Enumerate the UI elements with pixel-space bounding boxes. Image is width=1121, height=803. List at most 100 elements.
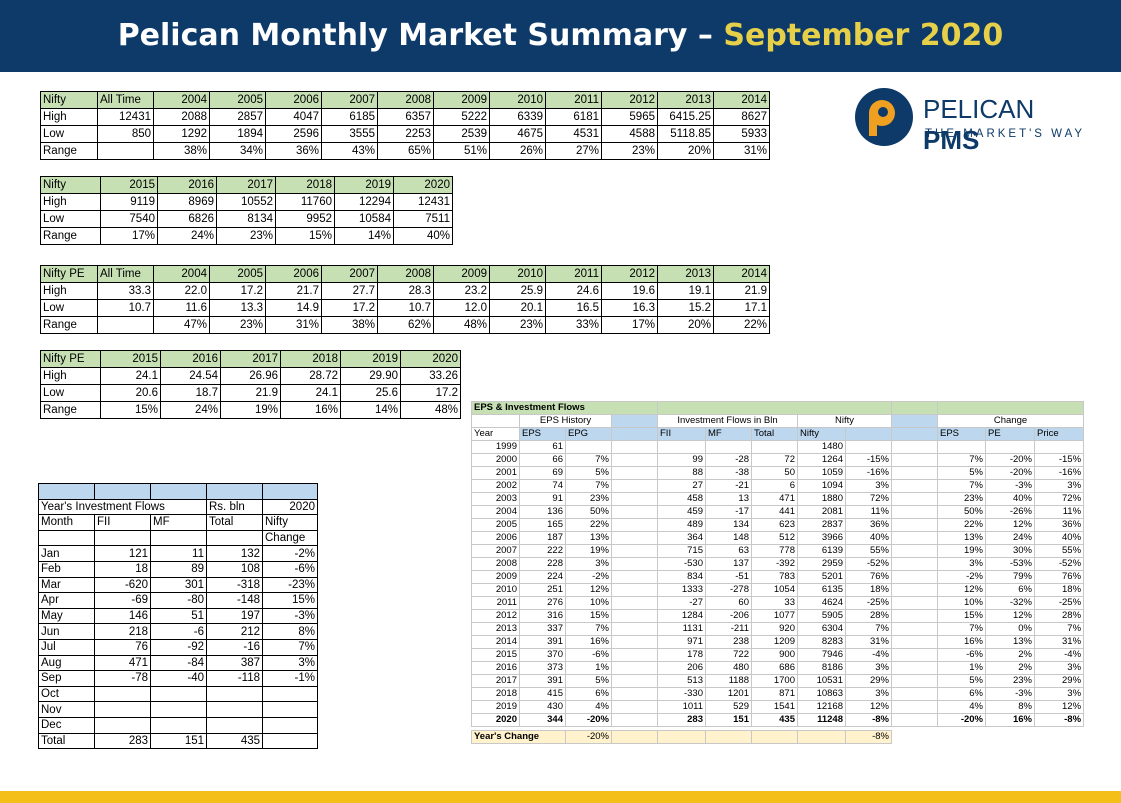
flows-cell: -92 <box>150 638 207 656</box>
eps-cell: 60 <box>705 596 752 610</box>
pe1-cell: 10.7 <box>97 299 154 317</box>
nifty2-cell: 6826 <box>157 210 217 228</box>
eps-group-row: EPS History Investment Flows in Bln Nift… <box>471 414 1085 428</box>
eps-cell: 920 <box>751 622 798 636</box>
nifty1-cell: 38% <box>153 142 210 160</box>
pe2-cell: 24.1 <box>100 367 161 385</box>
eps-cell: 2018 <box>471 687 520 701</box>
flows-row-jan: Jan 121 11 132 -2% <box>38 545 318 562</box>
eps-cell: 28% <box>845 609 892 623</box>
eps-header-row: Year EPS EPG FII MF Total Nifty EPS PE Price <box>471 427 1085 441</box>
eps-cell <box>891 505 938 519</box>
nifty2-cell: Low <box>40 210 101 228</box>
eps-investment-flows-table: EPS & Investment Flows EPS History Inves… <box>471 401 1085 744</box>
eps-cell: 276 <box>519 596 566 610</box>
eps-cell: -27 <box>657 596 706 610</box>
eps-cell <box>611 531 658 545</box>
eps-cell <box>611 518 658 532</box>
eps-cell: 1131 <box>657 622 706 636</box>
flows-row-feb: Feb 18 89 108 -6% <box>38 560 318 578</box>
flows-cell: 121 <box>94 545 151 562</box>
nifty1-cell: 5222 <box>433 108 490 126</box>
eps-cell <box>611 622 658 636</box>
flows-cell <box>94 685 151 703</box>
pe2-header-2: 2016 <box>160 350 221 368</box>
eps-cell: 686 <box>751 661 798 675</box>
nifty1-header-1: All Time <box>97 91 154 109</box>
eps-cell: 2020 <box>471 713 520 727</box>
pe1-cell: 48% <box>433 316 490 334</box>
flows-cell: 89 <box>150 560 207 578</box>
eps-row-2010: 2010 251 12% 1333 -278 1054 6135 18% 12% 6% 18% <box>471 583 1085 597</box>
eps-cell: 28% <box>1033 609 1085 623</box>
nifty2-header-5: 2019 <box>334 176 394 194</box>
eps-header-0: Year <box>471 427 520 441</box>
flows-row-oct: Oct <box>38 685 318 703</box>
eps-cell: 6% <box>985 583 1035 597</box>
eps-cell: 13 <box>705 492 752 506</box>
eps-cell: 72 <box>751 453 798 467</box>
pe2-cell: 48% <box>400 401 461 419</box>
pe2-cell: 16% <box>280 401 341 419</box>
flows-cell: Dec <box>38 716 95 734</box>
pe1-cell: 19.1 <box>657 282 714 300</box>
eps-cell: -25% <box>845 596 892 610</box>
eps-flows-group: Investment Flows in Bln <box>657 414 798 428</box>
flows-cell: 3% <box>262 654 318 672</box>
eps-cell: 187 <box>519 531 566 545</box>
eps-cell <box>891 531 938 545</box>
eps-cell <box>891 466 938 480</box>
flows-year: 2020 <box>262 498 318 516</box>
eps-row-2007: 2007 222 19% 715 63 778 6139 55% 19% 30% 55% <box>471 544 1085 558</box>
eps-header-1: EPS <box>519 427 566 441</box>
flows-cell: May <box>38 607 95 625</box>
eps-cell: 3966 <box>797 531 846 545</box>
eps-cell: 178 <box>657 648 706 662</box>
eps-cell: 513 <box>657 674 706 688</box>
eps-cell: 715 <box>657 544 706 558</box>
pe1-cell: 11.6 <box>153 299 210 317</box>
nifty2-cell: 8969 <box>157 193 217 211</box>
eps-cell: 148 <box>705 531 752 545</box>
flows-row-mar: Mar -620 301 -318 -23% <box>38 576 318 594</box>
nifty1-header-2: 2004 <box>153 91 210 109</box>
page-title: Pelican Monthly Market Summary – Septemb… <box>0 0 1121 72</box>
flows-title: Year's Investment Flows <box>38 498 207 516</box>
flows-cell: -148 <box>206 592 263 609</box>
eps-cell: 31% <box>1033 635 1085 649</box>
pe1-cell: 13.3 <box>209 299 266 317</box>
nifty1-cell <box>97 142 154 160</box>
pe1-header-5: 2007 <box>321 265 378 283</box>
eps-cell: 151 <box>705 713 752 727</box>
eps-cell: 373 <box>519 661 566 675</box>
eps-cell: 2002 <box>471 479 520 493</box>
nifty1-header-10: 2012 <box>601 91 658 109</box>
nifty2-cell: 9119 <box>100 193 158 211</box>
eps-row-2000: 2000 66 7% 99 -28 72 1264 -15% 7% -20% -15% <box>471 453 1085 467</box>
nifty1-cell: 2857 <box>209 108 266 126</box>
eps-cell: 5% <box>937 674 986 688</box>
eps-cell <box>891 648 938 662</box>
nifty1-cell: 43% <box>321 142 378 160</box>
nifty1-row-range: Range 38% 34% 36% 43% 65% 51% 26% 27% 23% 20% 31% <box>40 142 770 160</box>
nifty1-cell: 4047 <box>265 108 322 126</box>
nifty1-cell: 850 <box>97 125 154 143</box>
eps-cell: 5905 <box>797 609 846 623</box>
flows-cell: 8% <box>262 623 318 640</box>
eps-header-5: MF <box>705 427 752 441</box>
eps-cell: 6 <box>751 479 798 493</box>
eps-cell: 1059 <box>797 466 846 480</box>
pe1-header-2: 2004 <box>153 265 210 283</box>
eps-header-7: Nifty <box>797 427 846 441</box>
flows-unit: Rs. bln <box>206 498 263 516</box>
pe2-cell: 21.9 <box>220 384 281 402</box>
eps-cell: 1188 <box>705 674 752 688</box>
flows-cell: Mar <box>38 576 95 594</box>
eps-cell <box>611 440 658 454</box>
eps-cell: 18% <box>1033 583 1085 597</box>
flows-cell <box>94 701 151 718</box>
eps-cell: 2081 <box>797 505 846 519</box>
years-change-label: Year's Change <box>471 730 566 744</box>
flows-header-row: Month FII MF Total Nifty <box>38 514 318 531</box>
flows-cell: 132 <box>206 545 263 562</box>
